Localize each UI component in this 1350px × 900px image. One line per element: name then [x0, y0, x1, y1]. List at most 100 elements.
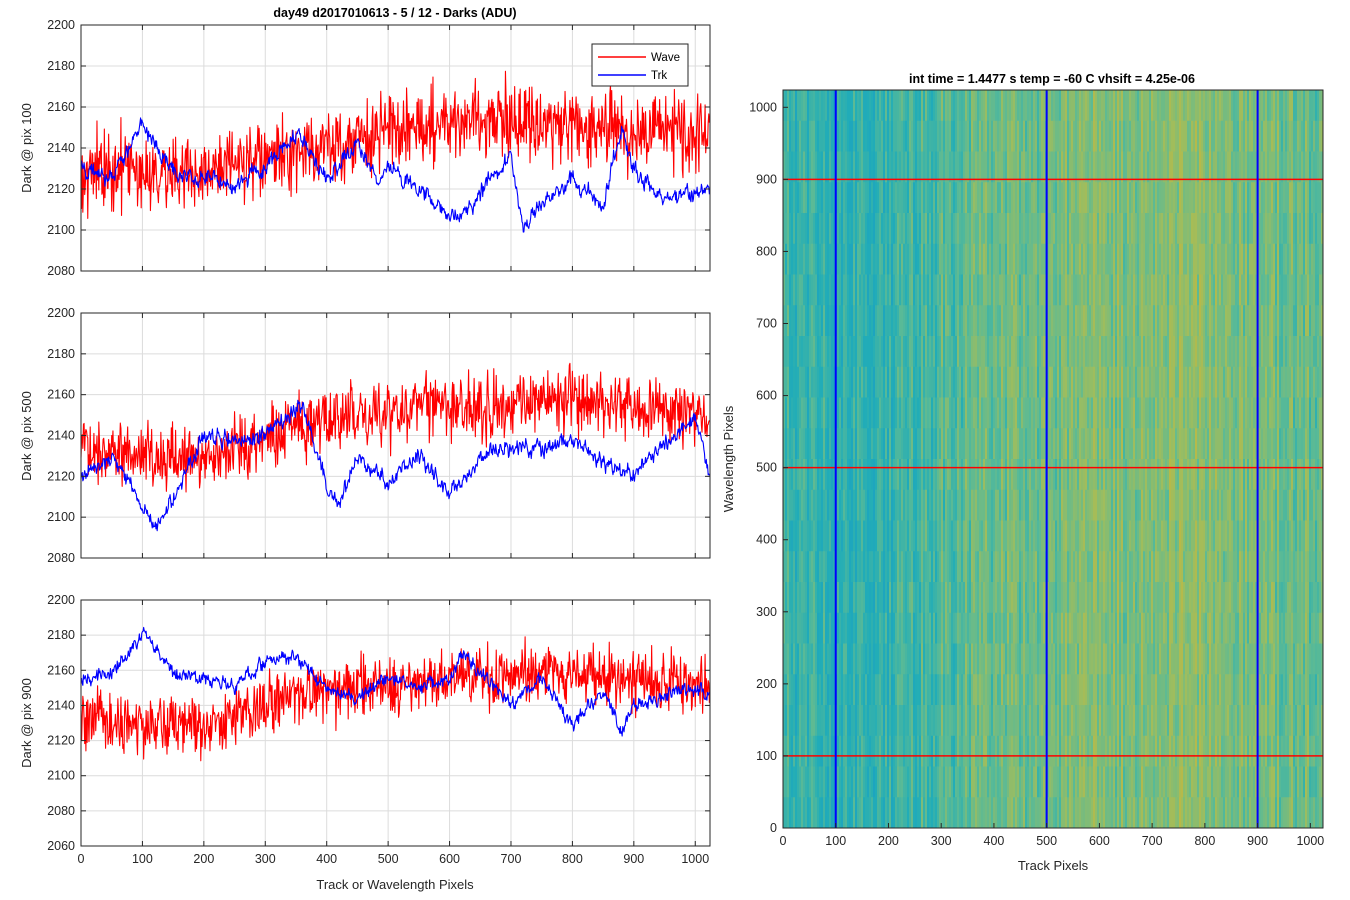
heatmap-cell — [825, 797, 828, 829]
heatmap-cell — [1005, 520, 1008, 552]
heatmap-cell — [821, 305, 824, 337]
heatmap-cell — [845, 366, 848, 398]
heatmap-cell — [897, 459, 900, 491]
heatmap-cell — [967, 428, 970, 460]
heatmap-cell — [1071, 428, 1074, 460]
heatmap-cell — [891, 520, 894, 552]
heatmap-cell — [793, 705, 796, 737]
heatmap-cell — [1161, 151, 1164, 183]
heatmap-cell — [1155, 151, 1158, 183]
heatmap-cell — [991, 797, 994, 829]
heatmap-cell — [1071, 459, 1074, 491]
heatmap-cell — [1117, 551, 1120, 583]
heatmap-cell — [941, 735, 944, 767]
heatmap-cell — [859, 90, 862, 122]
heatmap-cell — [851, 182, 854, 214]
heatmap-cell — [861, 797, 864, 829]
heatmap-cell — [993, 612, 996, 644]
heatmap-cell — [851, 551, 854, 583]
heatmap-cell — [897, 151, 900, 183]
heatmap-cell — [1007, 551, 1010, 583]
heatmap-cell — [1123, 674, 1126, 706]
heatmap-cell — [913, 520, 916, 552]
heatmap-cell — [829, 459, 832, 491]
heatmap-cell — [1153, 305, 1156, 337]
heatmap-cell — [841, 182, 844, 214]
heatmap-cell — [1009, 551, 1012, 583]
heatmap-cell — [1021, 397, 1024, 429]
heatmap-cell — [917, 213, 920, 245]
heatmap-cell — [1027, 643, 1030, 675]
heatmap-cell — [1053, 305, 1056, 337]
heatmap-cell — [1145, 674, 1148, 706]
heatmap-cell — [939, 213, 942, 245]
heatmap-cell — [969, 797, 972, 829]
heatmap-cell — [923, 643, 926, 675]
heatmap-cell — [871, 459, 874, 491]
heatmap-cell — [971, 336, 974, 368]
heatmap-cell — [1131, 489, 1134, 521]
heatmap-cell — [973, 735, 976, 767]
heatmap-cell — [1175, 705, 1178, 737]
heatmap-cell — [819, 766, 822, 798]
heatmap-cell — [921, 735, 924, 767]
heatmap-cell — [803, 705, 806, 737]
heatmap-cell — [1051, 151, 1054, 183]
heatmap-cell — [971, 643, 974, 675]
heatmap-cell — [883, 705, 886, 737]
heatmap-cell — [1177, 735, 1180, 767]
y-tick-label: 2100 — [47, 223, 75, 237]
heatmap-cell — [801, 428, 804, 460]
heatmap-cell — [1107, 551, 1110, 583]
x-tick-label: 900 — [623, 852, 644, 866]
heatmap-cell — [833, 705, 836, 737]
heatmap-cell — [1091, 797, 1094, 829]
heatmap-cell — [829, 612, 832, 644]
heatmap-cell — [997, 705, 1000, 737]
heatmap-cell — [1037, 674, 1040, 706]
heatmap-cell — [799, 428, 802, 460]
heatmap-cell — [863, 397, 866, 429]
heatmap-cell — [987, 182, 990, 214]
heatmap-cell — [819, 459, 822, 491]
heatmap-cell — [951, 674, 954, 706]
heatmap-cell — [1115, 551, 1118, 583]
heatmap-cell — [905, 582, 908, 614]
heatmap-cell — [1093, 797, 1096, 829]
heatmap-cell — [919, 797, 922, 829]
heatmap-cell — [897, 766, 900, 798]
heatmap-cell — [945, 520, 948, 552]
heatmap-cell — [1069, 674, 1072, 706]
heatmap-cell — [995, 90, 998, 122]
heatmap-cell — [1101, 397, 1104, 429]
heatmap-cell — [797, 520, 800, 552]
heatmap-cell — [857, 612, 860, 644]
heatmap-cell — [1077, 120, 1080, 152]
heatmap-cell — [1087, 397, 1090, 429]
heatmap-cell — [1061, 182, 1064, 214]
heatmap-cell — [1019, 705, 1022, 737]
heatmap-cell — [841, 366, 844, 398]
heatmap-cell — [1071, 243, 1074, 275]
heatmap-cell — [1175, 489, 1178, 521]
heatmap-cell — [1019, 551, 1022, 583]
heatmap-cell — [827, 336, 830, 368]
heatmap-cell — [987, 274, 990, 306]
heatmap-cell — [1109, 366, 1112, 398]
heatmap-cell — [873, 674, 876, 706]
heatmap-cell — [1157, 735, 1160, 767]
heatmap-cell — [1119, 213, 1122, 245]
heatmap-cell — [1063, 305, 1066, 337]
heatmap-cell — [919, 397, 922, 429]
heatmap-cell — [1159, 90, 1162, 122]
heatmap-cell — [809, 151, 812, 183]
heatmap-cell — [1017, 582, 1020, 614]
heatmap-cell — [947, 489, 950, 521]
heatmap-cell — [1033, 336, 1036, 368]
heatmap-cell — [1027, 489, 1030, 521]
heatmap-cell — [847, 551, 850, 583]
heatmap-cell — [1065, 766, 1068, 798]
heatmap-cell — [851, 366, 854, 398]
heatmap-cell — [795, 213, 798, 245]
heatmap-cell — [917, 797, 920, 829]
